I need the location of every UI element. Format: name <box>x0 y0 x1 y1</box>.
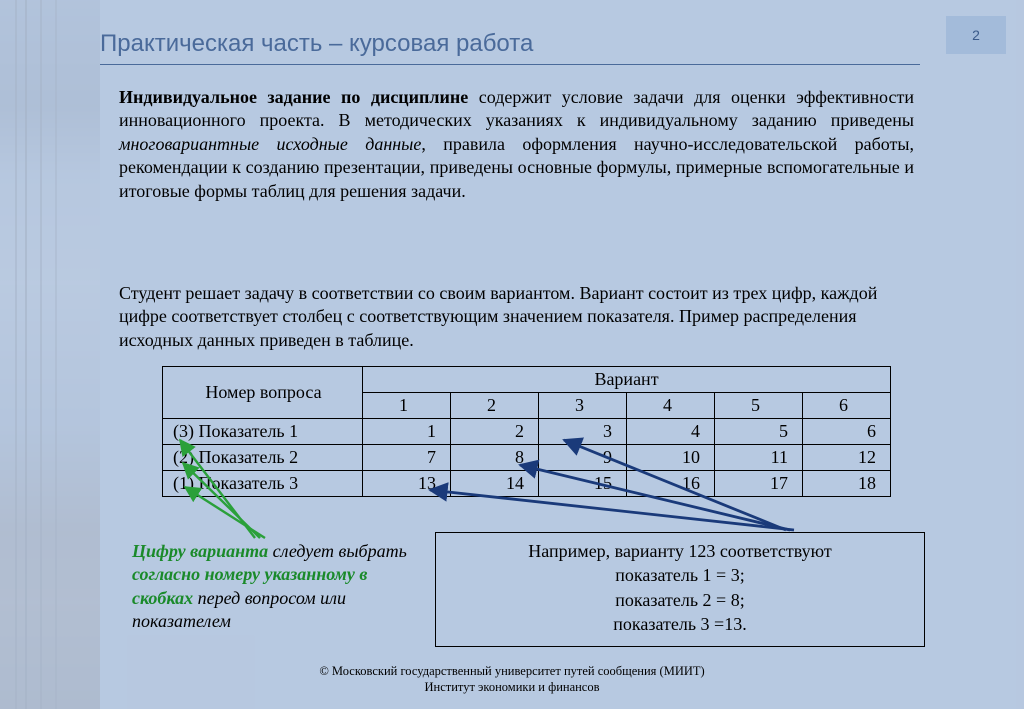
table-header-rowlabel: Номер вопроса <box>163 367 363 419</box>
para1-bold-lead: Индивидуальное задание по дисциплине <box>119 87 468 107</box>
slide-title-area: Практическая часть – курсовая работа <box>100 30 920 58</box>
paragraph-2: Студент решает задачу в соответствии со … <box>119 282 914 352</box>
title-underline <box>100 64 920 65</box>
para1-italic: многовариантные исходные данные <box>119 134 421 154</box>
page-number: 2 <box>972 27 980 43</box>
note-left-plain1: следует выбрать <box>268 541 407 561</box>
table-row: (2) Показатель 2 7 8 9 10 11 12 <box>163 445 891 471</box>
table-row: (1) Показатель 3 13 14 15 16 17 18 <box>163 471 891 497</box>
slide-footer: © Московский государственный университет… <box>0 663 1024 696</box>
col-h-2: 2 <box>451 393 539 419</box>
table-row: (3) Показатель 1 1 2 3 4 5 6 <box>163 419 891 445</box>
col-h-3: 3 <box>539 393 627 419</box>
note-right-l2: показатель 1 = 3; <box>446 563 914 587</box>
footer-line1: © Московский государственный университет… <box>0 663 1024 679</box>
note-left: Цифру варианта следует выбрать согласно … <box>132 540 412 634</box>
row3-label: (1) Показатель 3 <box>163 471 363 497</box>
note-right-box: Например, варианту 123 соответствуют пок… <box>435 532 925 647</box>
col-h-6: 6 <box>803 393 891 419</box>
variant-table: Номер вопроса Вариант 1 2 3 4 5 6 (3) По… <box>162 366 891 497</box>
col-h-1: 1 <box>363 393 451 419</box>
row1-label: (3) Показатель 1 <box>163 419 363 445</box>
footer-line2: Институт экономики и финансов <box>0 679 1024 695</box>
note-right-l4: показатель 3 =13. <box>446 612 914 636</box>
slide-title: Практическая часть – курсовая работа <box>100 30 920 58</box>
note-right-l1: Например, варианту 123 соответствуют <box>446 539 914 563</box>
table-header-variant: Вариант <box>363 367 891 393</box>
note-right-l3: показатель 2 = 8; <box>446 588 914 612</box>
col-h-5: 5 <box>715 393 803 419</box>
paragraph-1: Индивидуальное задание по дисциплине сод… <box>119 86 914 203</box>
row2-label: (2) Показатель 2 <box>163 445 363 471</box>
page-number-box: 2 <box>946 16 1006 54</box>
col-h-4: 4 <box>627 393 715 419</box>
note-left-green1: Цифру варианта <box>132 541 268 561</box>
